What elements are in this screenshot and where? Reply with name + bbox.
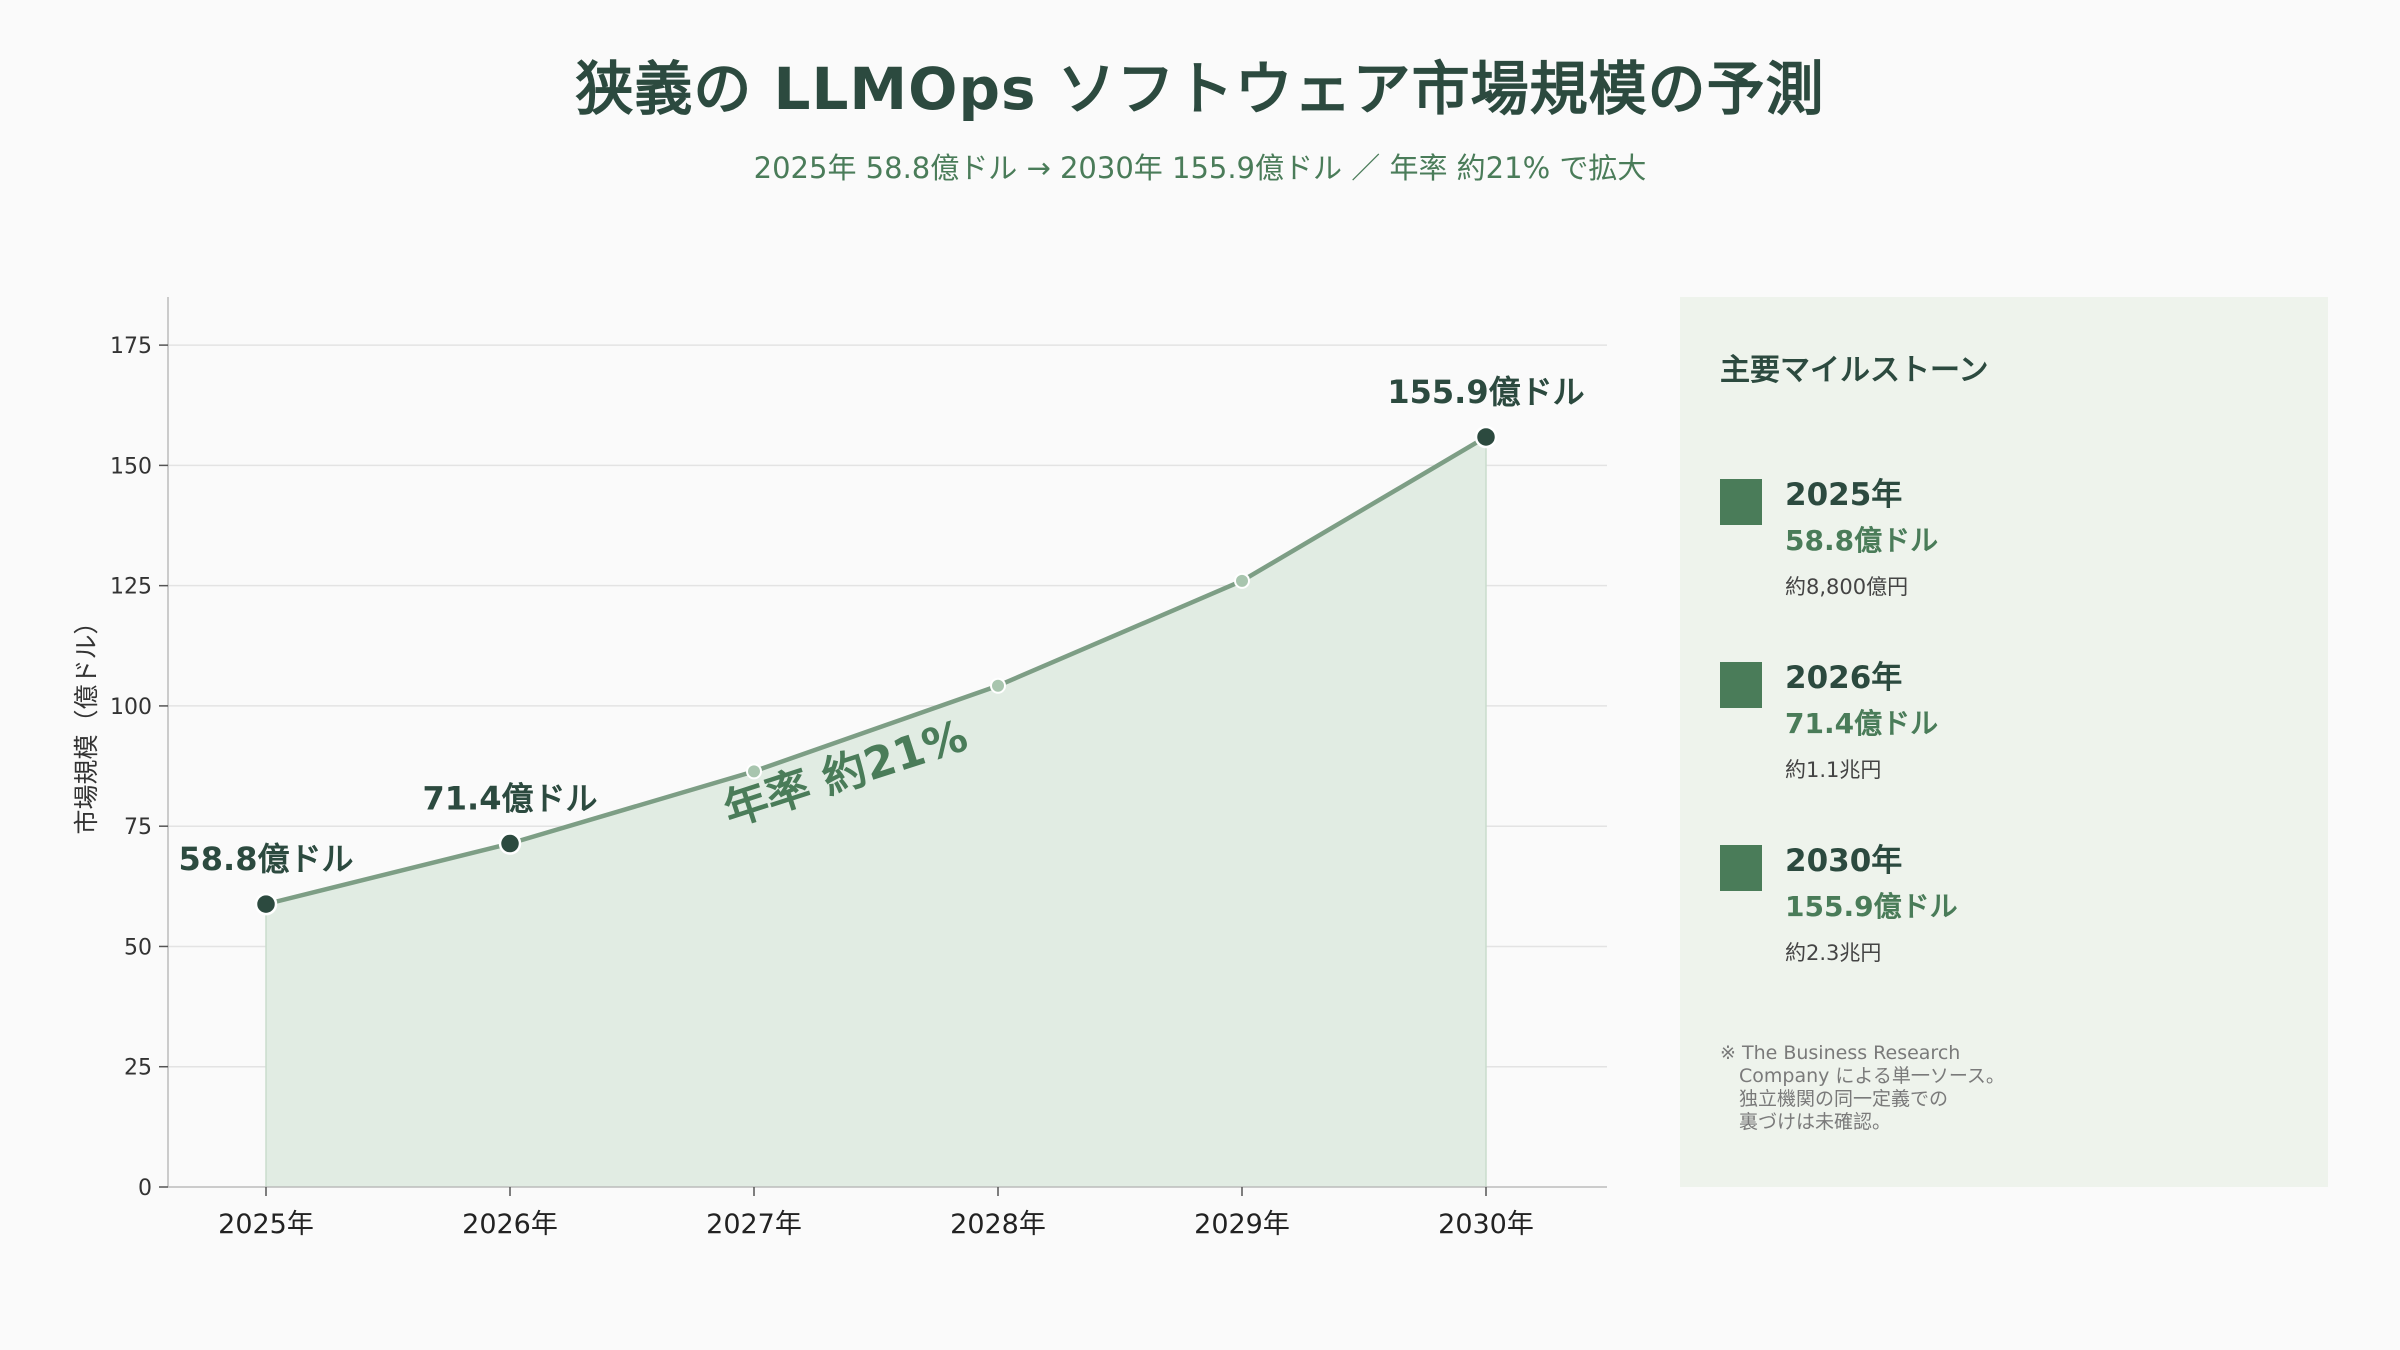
source-footnote: ※ The Business Research Company による単一ソース… bbox=[1720, 1042, 2005, 1133]
y-tick-label: 75 bbox=[124, 815, 152, 840]
data-label: 58.8億ドル bbox=[179, 840, 354, 878]
data-point bbox=[1234, 572, 1250, 589]
chart-title: 狭義の LLMOps ソフトウェア市場規模の予測 bbox=[575, 55, 1825, 123]
panel-title: 主要マイルストーン bbox=[1720, 353, 1989, 388]
milestone-2026: 2026年 71.4億ドル 約1.1兆円 bbox=[1720, 660, 2320, 792]
series-line bbox=[265, 435, 1488, 907]
milestone-note: 約8,800億円 bbox=[1785, 575, 1909, 599]
y-tick-label: 100 bbox=[110, 695, 152, 720]
x-tick-label: 2029年 bbox=[1194, 1209, 1290, 1240]
chart-subtitle: 2025年 58.8億ドル → 2030年 155.9億ドル ／ 年率 約21%… bbox=[753, 151, 1647, 185]
data-point-major bbox=[254, 892, 278, 916]
y-tick-label: 25 bbox=[124, 1056, 152, 1081]
milestone-value: 71.4億ドル bbox=[1785, 707, 1939, 740]
area-fill bbox=[266, 436, 1486, 1187]
y-axis-label: 市場規模（億ドル） bbox=[72, 609, 101, 834]
data-label: 71.4億ドル bbox=[423, 780, 598, 818]
y-tick-label: 175 bbox=[110, 334, 152, 359]
milestone-2025: 2025年 58.8億ドル 約8,800億円 bbox=[1720, 477, 2320, 609]
data-point bbox=[990, 677, 1006, 694]
x-tick-label: 2030年 bbox=[1438, 1209, 1534, 1240]
milestone-year: 2026年 bbox=[1785, 660, 1903, 696]
data-point-major bbox=[1474, 425, 1498, 449]
y-tick-label: 50 bbox=[124, 935, 152, 960]
data-point-major bbox=[498, 832, 522, 855]
x-tick-label: 2025年 bbox=[218, 1209, 314, 1240]
area-chart: 58.8億ドル 71.4億ドル 155.9億ドル 0 25 50 75 100 125 150 17… bbox=[72, 297, 1607, 1240]
milestone-note: 約1.1兆円 bbox=[1785, 758, 1882, 782]
milestone-value: 155.9億ドル bbox=[1785, 890, 1958, 923]
data-label: 155.9億ドル bbox=[1387, 373, 1584, 411]
milestone-note: 約2.3兆円 bbox=[1785, 941, 1882, 965]
x-tick-label: 2027年 bbox=[706, 1209, 802, 1240]
data-point bbox=[746, 763, 762, 780]
y-tick-label: 125 bbox=[110, 575, 152, 600]
milestone-2030: 2030年 155.9億ドル 約2.3兆円 bbox=[1720, 843, 2320, 975]
milestone-swatch bbox=[1720, 845, 1762, 891]
milestone-swatch bbox=[1720, 479, 1762, 525]
milestone-year: 2025年 bbox=[1785, 477, 1903, 513]
y-tick-label: 150 bbox=[110, 454, 152, 479]
milestone-value: 58.8億ドル bbox=[1785, 524, 1939, 557]
x-tick-label: 2026年 bbox=[462, 1209, 558, 1240]
milestone-panel: 主要マイルストーン 2025年 58.8億ドル 約8,800億円 2026年 7… bbox=[1680, 297, 2328, 1187]
x-tick-label: 2028年 bbox=[950, 1209, 1046, 1240]
milestone-swatch bbox=[1720, 662, 1762, 708]
y-tick-label: 0 bbox=[138, 1176, 152, 1201]
milestone-year: 2030年 bbox=[1785, 843, 1903, 879]
